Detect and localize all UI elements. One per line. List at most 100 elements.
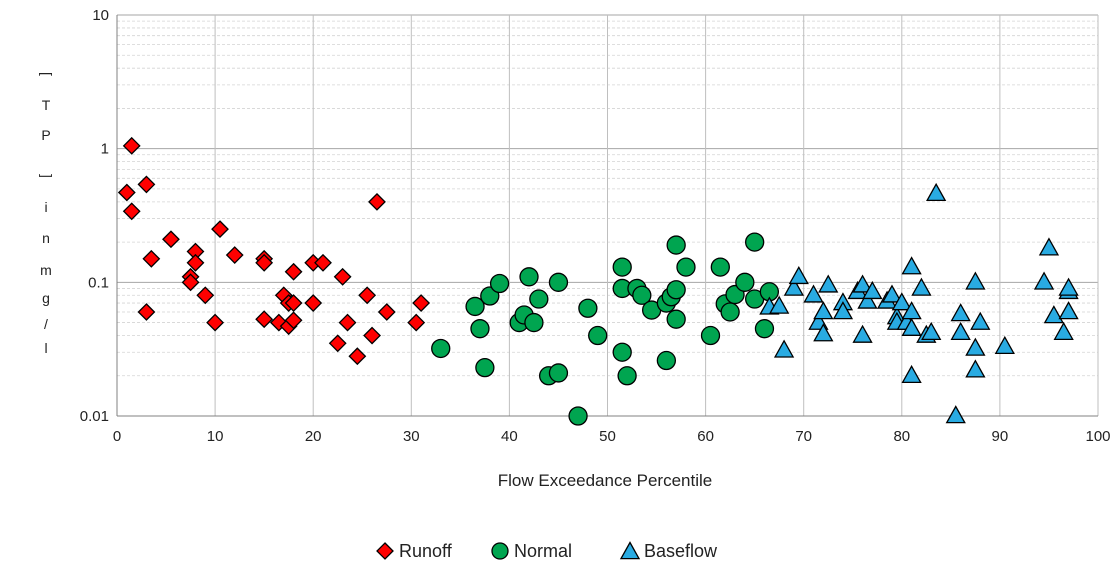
x-tick-label: 30 [403,428,420,445]
normal-point [754,319,775,339]
normal-point [489,273,510,294]
runoff-point [377,303,396,321]
series-runoff [117,136,431,366]
runoff-point [358,286,377,305]
normal-point [710,257,730,277]
normal-point [524,312,544,333]
normal-point [548,363,569,383]
runoff-point [117,183,136,202]
baseflow-point [1058,277,1079,296]
y-title-char: l [44,340,47,356]
normal-point [431,338,451,359]
normal-point [578,298,598,318]
data-points [117,136,1079,426]
baseflow-point [881,284,903,303]
baseflow-point [783,277,805,296]
normal-point [632,285,652,305]
runoff-point [338,313,357,332]
runoff-point [142,249,161,268]
baseflow-point [1038,237,1060,256]
y-title-char: m [40,262,52,278]
baseflow-point [901,364,922,384]
normal-point [529,289,549,309]
runoff-point [137,303,156,321]
y-title-char: g [42,290,50,306]
y-tick-label: 0.01 [80,408,109,425]
runoff-point [122,136,141,155]
y-tick-label: 0.1 [88,274,109,291]
runoff-point [333,267,352,286]
y-title-char: T [42,97,51,113]
baseflow-point [813,323,834,342]
normal-point [475,357,495,378]
baseflow-point [832,301,854,320]
runoff-point [328,334,347,353]
legend-marker-runoff [376,542,394,560]
baseflow-point [1033,271,1055,290]
x-tick-label: 70 [795,428,812,445]
baseflow-point [862,280,883,300]
baseflow-point [813,301,834,320]
normal-point [666,235,686,255]
baseflow-point [852,324,873,343]
series-normal [431,232,780,426]
legend-marker-normal [491,542,509,560]
normal-point [588,325,608,346]
runoff-point [363,326,381,345]
runoff-point [255,253,274,272]
y-title-char: i [44,199,47,215]
legend-label-baseflow: Baseflow [644,541,718,561]
grid-lines [116,14,1099,417]
legend-item-normal: Normal [491,541,572,561]
runoff-point [284,262,303,281]
baseflow-point [970,311,991,330]
x-tick-label: 60 [697,428,714,445]
baseflow-point [921,321,942,340]
runoff-point [196,286,215,305]
normal-point [465,296,485,317]
baseflow-point [803,284,824,303]
runoff-point [412,294,431,312]
baseflow-point [788,265,809,285]
x-tick-label: 20 [305,428,322,445]
baseflow-point [857,290,878,309]
normal-point [612,257,632,277]
normal-point [656,350,677,371]
baseflow-point [1058,301,1079,320]
x-tick-label: 90 [992,428,1009,445]
runoff-point [162,230,180,249]
y-tick-label: 1 [101,141,109,158]
baseflow-point [950,303,971,322]
series-baseflow [759,182,1079,424]
normal-point [617,366,637,386]
runoff-point [348,347,367,366]
baseflow-point [1053,321,1074,340]
y-title-char: n [42,230,50,246]
x-tick-label: 50 [599,428,616,445]
x-axis-title: Flow Exceedance Percentile [498,471,713,490]
baseflow-point [818,274,839,293]
x-tick-label: 0 [113,428,121,445]
normal-point [735,272,755,292]
normal-point [676,257,696,277]
baseflow-point [911,277,932,296]
baseflow-point [901,256,922,275]
normal-point [745,232,765,252]
y-title-char: ] [39,174,55,178]
legend: Runoff Normal Baseflow [376,541,718,561]
x-tick-label: 80 [893,428,910,445]
baseflow-point [950,321,971,340]
y-title-char: / [44,316,48,332]
normal-point [548,272,569,292]
baseflow-point [773,339,795,358]
x-tick-label: 10 [207,428,224,445]
runoff-point [186,253,205,272]
legend-label-normal: Normal [514,541,572,561]
baseflow-point [891,292,912,311]
runoff-point [137,175,156,194]
baseflow-point [852,274,873,293]
